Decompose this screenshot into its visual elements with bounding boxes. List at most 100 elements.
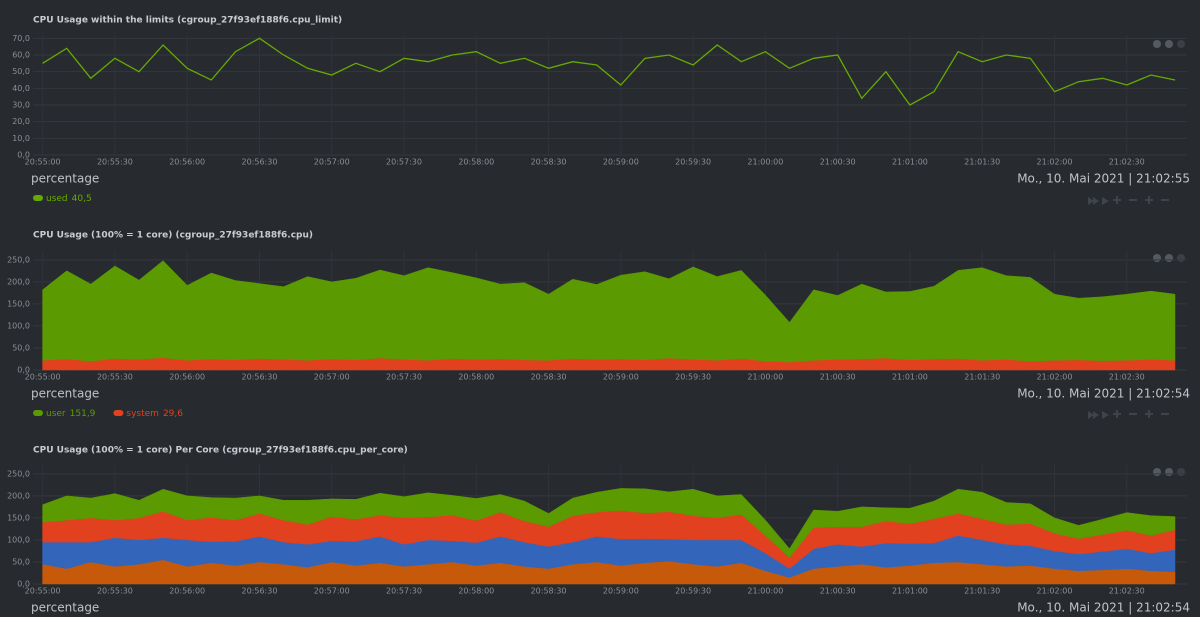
x-tick-label: 21:02:00 <box>1037 158 1073 167</box>
x-tick-label: 21:00:30 <box>820 587 856 596</box>
x-tick-label: 20:57:30 <box>386 158 422 167</box>
units-label: percentage <box>31 601 99 615</box>
control-dot[interactable] <box>1177 254 1185 262</box>
y-tick-label: 250,0 <box>7 255 30 264</box>
x-tick-label: 20:59:00 <box>603 373 639 382</box>
y-tick-label: 100,0 <box>7 321 30 330</box>
y-tick-label: 20,0 <box>12 117 30 126</box>
x-tick-label: 20:58:30 <box>531 587 567 596</box>
x-tick-label: 21:02:00 <box>1037 587 1073 596</box>
x-tick-label: 20:56:00 <box>169 587 205 596</box>
legend-value: 40,5 <box>72 194 92 204</box>
x-tick-label: 20:58:00 <box>458 158 494 167</box>
y-tick-label: 200,0 <box>7 277 30 286</box>
x-tick-label: 21:02:30 <box>1109 158 1145 167</box>
x-tick-label: 20:59:00 <box>603 158 639 167</box>
y-tick-label: 50,0 <box>12 67 30 76</box>
x-tick-label: 20:59:30 <box>675 158 711 167</box>
x-tick-label: 21:01:00 <box>892 587 928 596</box>
x-tick-label: 21:01:30 <box>964 373 1000 382</box>
date-label: Mo., 10. Mai 2021 | 21:02:55 <box>1017 172 1190 186</box>
chart-panel: CPU Usage within the limits (cgroup_27f9… <box>12 16 1190 205</box>
y-tick-label: 60,0 <box>12 51 30 60</box>
x-tick-label: 20:59:00 <box>603 587 639 596</box>
control-dot[interactable] <box>1165 468 1173 476</box>
date-label: Mo., 10. Mai 2021 | 21:02:54 <box>1017 601 1190 615</box>
control-dot[interactable] <box>1153 468 1161 476</box>
chart-panel: CPU Usage (100% = 1 core) Per Core (cgro… <box>7 446 1190 615</box>
x-tick-label: 20:56:00 <box>169 373 205 382</box>
x-tick-label: 21:02:30 <box>1109 373 1145 382</box>
legend-swatch <box>33 195 43 201</box>
zoom-controls[interactable] <box>1145 196 1169 204</box>
x-tick-label: 21:02:30 <box>1109 587 1145 596</box>
x-tick-label: 20:56:30 <box>241 373 277 382</box>
playback-controls[interactable] <box>1088 196 1137 205</box>
legend-name: system <box>126 409 159 419</box>
x-tick-label: 20:57:00 <box>314 373 350 382</box>
playback-controls[interactable] <box>1088 411 1109 419</box>
x-tick-label: 20:55:00 <box>25 373 61 382</box>
x-tick-label: 20:56:30 <box>241 587 277 596</box>
legend-swatch <box>33 410 43 416</box>
x-tick-label: 20:55:30 <box>97 373 133 382</box>
x-tick-label: 20:59:30 <box>675 587 711 596</box>
y-tick-label: 0,0 <box>17 580 30 589</box>
x-tick-label: 20:55:30 <box>97 158 133 167</box>
y-tick-label: 50,0 <box>12 557 30 566</box>
x-tick-label: 20:57:30 <box>386 373 422 382</box>
chart-title: CPU Usage within the limits (cgroup_27f9… <box>33 16 342 26</box>
y-tick-label: 150,0 <box>7 513 30 522</box>
units-label: percentage <box>31 387 99 401</box>
legend-value: 151,9 <box>70 409 96 419</box>
control-dot[interactable] <box>1165 254 1173 262</box>
y-tick-label: 250,0 <box>7 469 30 478</box>
date-label: Mo., 10. Mai 2021 | 21:02:54 <box>1017 387 1190 401</box>
control-dot[interactable] <box>1177 40 1185 48</box>
x-tick-label: 21:01:00 <box>892 158 928 167</box>
x-tick-label: 20:55:00 <box>25 158 61 167</box>
y-tick-label: 0,0 <box>17 366 30 375</box>
x-tick-label: 20:58:30 <box>531 158 567 167</box>
legend-swatch <box>113 410 124 416</box>
units-label: percentage <box>31 172 99 186</box>
x-tick-label: 21:02:00 <box>1037 373 1073 382</box>
y-tick-label: 40,0 <box>12 84 30 93</box>
area-series <box>42 260 1176 363</box>
x-tick-label: 20:59:30 <box>675 373 711 382</box>
legend-value: 29,6 <box>163 409 183 419</box>
chart-panel: CPU Usage (100% = 1 core) (cgroup_27f93e… <box>7 231 1190 420</box>
x-tick-label: 20:55:30 <box>97 587 133 596</box>
line-series <box>42 37 1176 106</box>
x-tick-label: 20:58:00 <box>458 373 494 382</box>
x-tick-label: 20:56:00 <box>169 158 205 167</box>
x-tick-label: 21:00:30 <box>820 373 856 382</box>
x-tick-label: 21:00:30 <box>820 158 856 167</box>
chart-title: CPU Usage (100% = 1 core) Per Core (cgro… <box>33 446 408 456</box>
control-dot[interactable] <box>1165 40 1173 48</box>
x-tick-label: 21:01:30 <box>964 158 1000 167</box>
x-tick-label: 20:58:00 <box>458 587 494 596</box>
x-tick-label: 21:00:00 <box>747 587 783 596</box>
x-tick-label: 21:01:30 <box>964 587 1000 596</box>
legend-name: user <box>46 409 66 419</box>
x-tick-label: 21:00:00 <box>747 373 783 382</box>
control-dot[interactable] <box>1153 40 1161 48</box>
legend-name: used <box>46 194 68 204</box>
x-tick-label: 20:58:30 <box>531 373 567 382</box>
x-tick-label: 21:01:00 <box>892 373 928 382</box>
control-dot[interactable] <box>1153 254 1161 262</box>
area-series <box>42 488 1176 558</box>
y-tick-label: 50,0 <box>12 343 30 352</box>
control-dot[interactable] <box>1177 468 1185 476</box>
x-tick-label: 20:56:30 <box>241 158 277 167</box>
y-tick-label: 200,0 <box>7 491 30 500</box>
zoom-controls[interactable] <box>1113 410 1169 418</box>
x-tick-label: 20:57:00 <box>314 587 350 596</box>
y-tick-label: 100,0 <box>7 535 30 544</box>
y-tick-label: 10,0 <box>12 134 30 143</box>
x-tick-label: 20:55:00 <box>25 587 61 596</box>
y-tick-label: 70,0 <box>12 34 30 43</box>
